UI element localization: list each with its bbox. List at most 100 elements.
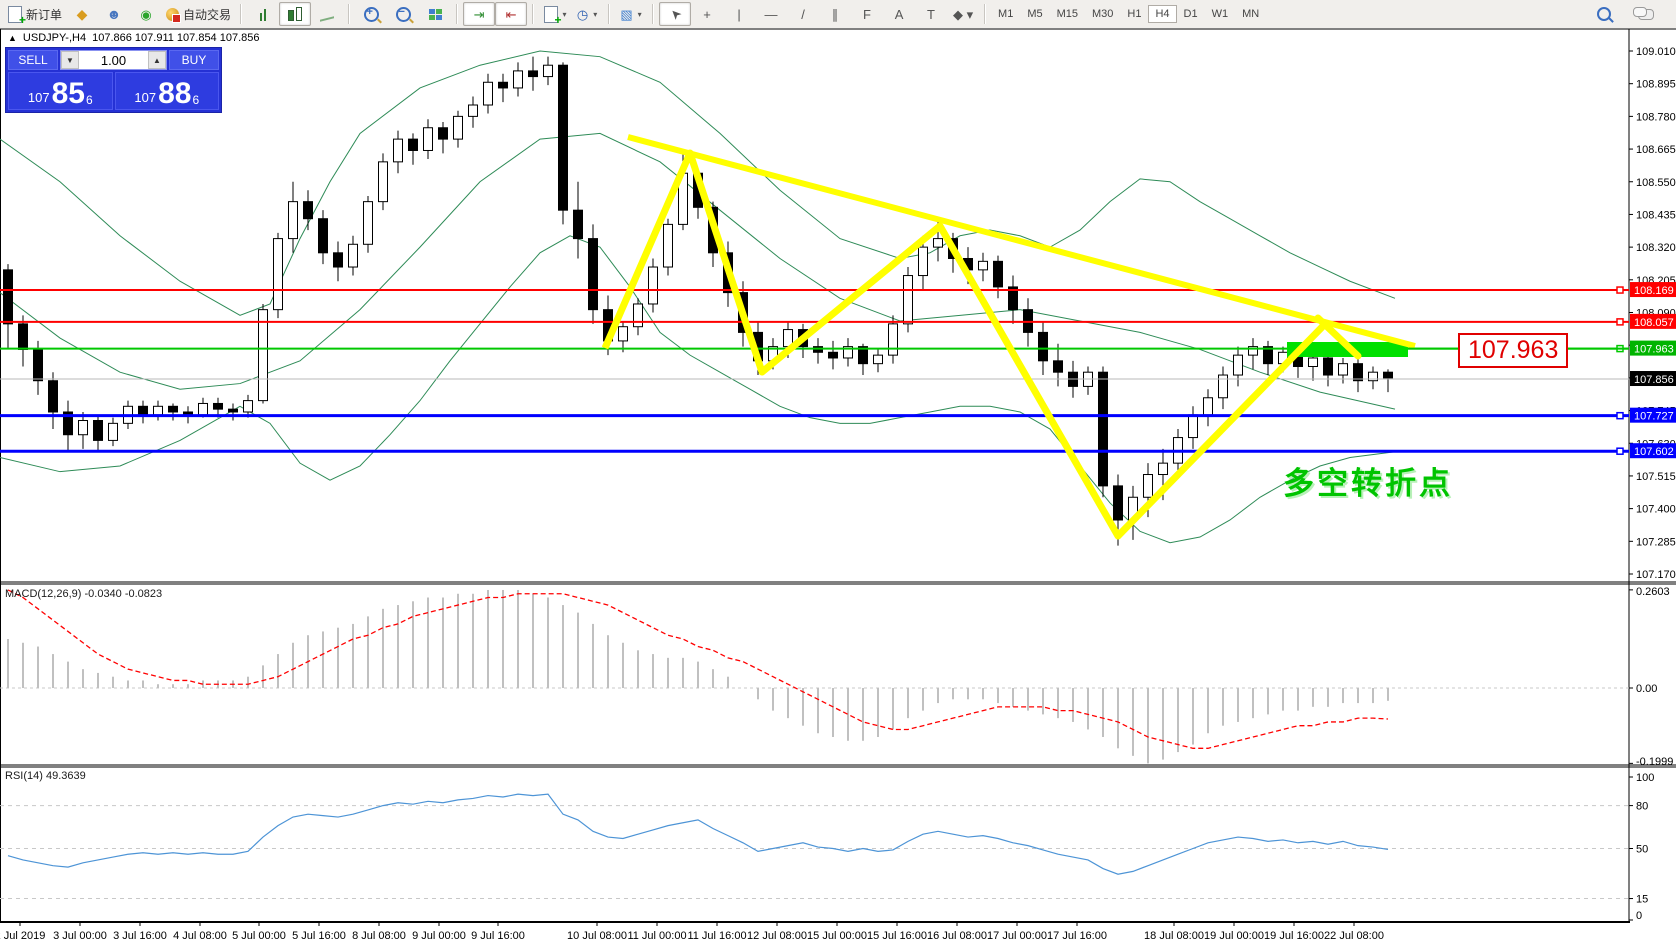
volume-input[interactable]: 1.00 <box>100 52 127 68</box>
autotrading-label: 自动交易 <box>183 7 232 22</box>
fibonacci-tool-icon: F <box>863 6 871 22</box>
periods-button[interactable]: ◷ ▾ <box>571 2 603 26</box>
price-callout-label[interactable]: 107.963 <box>1458 333 1569 368</box>
templates-icon: ▧ <box>620 6 633 22</box>
search-icon <box>1597 7 1611 21</box>
autotrading-icon <box>166 7 182 23</box>
fibonacci-tool-button[interactable]: F <box>851 2 883 26</box>
svg-text:107.170: 107.170 <box>1636 569 1676 581</box>
sell-price-button[interactable]: 107 85 6 <box>8 72 113 110</box>
new-order-button[interactable]: 新订单 <box>4 2 66 27</box>
svg-text:107.602: 107.602 <box>1634 446 1674 458</box>
timeframe-mn-button[interactable]: MN <box>1242 8 1260 20</box>
buy-price-big: 88 <box>158 77 192 110</box>
timeframe-w1-button[interactable]: W1 <box>1211 8 1229 20</box>
caret-down-icon: ▾ <box>637 9 642 19</box>
timeframe-m1-button[interactable]: M1 <box>998 8 1014 20</box>
signals-button[interactable]: ◉ <box>130 2 162 26</box>
zoom-in-button[interactable]: + <box>355 2 387 26</box>
new-order-label: 新订单 <box>26 7 63 22</box>
cursor-tool-button[interactable]: ➤ <box>659 2 692 26</box>
main-toolbar: 新订单 ◆ ☻ ◉ 自动交易 + − ⇥ ⇤ ▾ ◷▾ ▧▾ ➤+|—/∥FAT… <box>0 0 1676 28</box>
templates-button[interactable]: ▧ ▾ <box>615 2 647 26</box>
search-button[interactable] <box>1588 2 1620 26</box>
svg-text:0.2603: 0.2603 <box>1636 586 1670 598</box>
gold-instrument-button[interactable]: ◆ <box>66 2 98 26</box>
timeframe-m30-button[interactable]: M30 <box>1092 8 1114 20</box>
volume-down-button[interactable]: ▼ <box>61 51 79 69</box>
new-order-icon <box>8 5 26 27</box>
volume-stepper: ▼ 1.00 ▲ <box>60 50 167 70</box>
text-tool-button[interactable]: A <box>883 2 915 26</box>
text-tool-icon: A <box>894 6 904 22</box>
timeframe-h4-button[interactable]: H4 <box>1148 5 1177 23</box>
rsi-values: 49.3639 <box>45 770 86 782</box>
svg-text:16 Jul 08:00: 16 Jul 08:00 <box>927 930 987 942</box>
svg-text:108.780: 108.780 <box>1636 111 1676 123</box>
svg-text:15: 15 <box>1636 894 1648 906</box>
svg-text:0: 0 <box>1636 910 1642 922</box>
vertical-line-tool-button[interactable]: | <box>723 2 755 26</box>
shapes-tool-button[interactable]: ◆ ▾ <box>947 2 979 26</box>
chart-header: ▲ USDJPY-,H4 107.866 107.911 107.854 107… <box>8 32 260 44</box>
sell-button[interactable]: SELL <box>8 50 58 70</box>
svg-text:17 Jul 16:00: 17 Jul 16:00 <box>1047 930 1107 942</box>
chat-button[interactable] <box>1630 2 1662 26</box>
timeframe-m15-button[interactable]: M15 <box>1056 8 1078 20</box>
svg-text:107.515: 107.515 <box>1636 471 1676 483</box>
profile-button[interactable]: ☻ <box>98 2 130 26</box>
svg-text:107.856: 107.856 <box>1634 374 1674 386</box>
buy-price-prefix: 107 <box>134 90 157 105</box>
zoom-in-icon: + <box>363 6 379 22</box>
drawing-tools-group: ➤ + | — / ∥ F A T ◆ ▾ <box>659 2 979 26</box>
indicators-button[interactable]: ▾ <box>539 2 571 27</box>
candlestick-chart-button[interactable] <box>279 2 312 26</box>
bar-chart-button[interactable] <box>247 2 279 26</box>
svg-text:109.010: 109.010 <box>1636 46 1676 58</box>
tile-windows-button[interactable] <box>419 2 451 26</box>
crosshair-tool-button[interactable]: + <box>691 2 723 26</box>
buy-price-button[interactable]: 107 88 6 <box>114 72 219 110</box>
buy-button[interactable]: BUY <box>169 50 219 70</box>
channel-tool-button[interactable]: ∥ <box>819 2 851 26</box>
svg-text:8 Jul 08:00: 8 Jul 08:00 <box>352 930 406 942</box>
svg-text:100: 100 <box>1636 772 1654 784</box>
svg-text:10 Jul 08:00: 10 Jul 08:00 <box>567 930 627 942</box>
svg-text:108.665: 108.665 <box>1636 144 1676 156</box>
channel-tool-icon: ∥ <box>831 6 839 22</box>
auto-scroll-icon: ⇥ <box>473 6 485 22</box>
volume-up-button[interactable]: ▲ <box>148 51 166 69</box>
svg-text:19 Jul 16:00: 19 Jul 16:00 <box>1264 930 1324 942</box>
svg-text:108.550: 108.550 <box>1636 177 1676 189</box>
rsi-name: RSI(14) <box>5 770 43 782</box>
shapes-tool-icon: ◆ ▾ <box>952 6 974 22</box>
svg-text:3 Jul 00:00: 3 Jul 00:00 <box>53 930 107 942</box>
svg-text:9 Jul 16:00: 9 Jul 16:00 <box>471 930 525 942</box>
autotrading-button[interactable]: 自动交易 <box>162 2 235 26</box>
chart-shift-button[interactable]: ⇤ <box>495 2 528 26</box>
symbol-period-label: USDJPY-,H4 <box>22 32 87 44</box>
svg-text:3 Jul 16:00: 3 Jul 16:00 <box>113 930 167 942</box>
timeframe-d1-button[interactable]: D1 <box>1183 8 1198 20</box>
horizontal-line-tool-button[interactable]: — <box>755 2 787 26</box>
svg-text:108.895: 108.895 <box>1636 79 1676 91</box>
svg-text:80: 80 <box>1636 801 1648 813</box>
sell-price-big: 85 <box>51 77 85 110</box>
chat-icon <box>1633 6 1654 20</box>
signal-icon: ◉ <box>140 6 152 22</box>
auto-scroll-button[interactable]: ⇥ <box>463 2 496 26</box>
timeframe-h1-button[interactable]: H1 <box>1127 8 1142 20</box>
timeframe-m5-button[interactable]: M5 <box>1027 8 1043 20</box>
svg-text:17 Jul 00:00: 17 Jul 00:00 <box>987 930 1047 942</box>
svg-text:0.00: 0.00 <box>1636 683 1657 695</box>
trendline-tool-button[interactable]: / <box>787 2 819 26</box>
indicators-icon <box>543 5 562 27</box>
zoom-out-button[interactable]: − <box>387 2 419 26</box>
svg-text:22 Jul 08:00: 22 Jul 08:00 <box>1324 930 1384 942</box>
collapse-arrow-icon[interactable]: ▲ <box>8 33 17 43</box>
crosshair-tool-icon: + <box>703 6 711 22</box>
svg-text:107.727: 107.727 <box>1634 411 1674 423</box>
text-label-tool-button[interactable]: T <box>915 2 947 26</box>
svg-text:19 Jul 00:00: 19 Jul 00:00 <box>1204 930 1264 942</box>
